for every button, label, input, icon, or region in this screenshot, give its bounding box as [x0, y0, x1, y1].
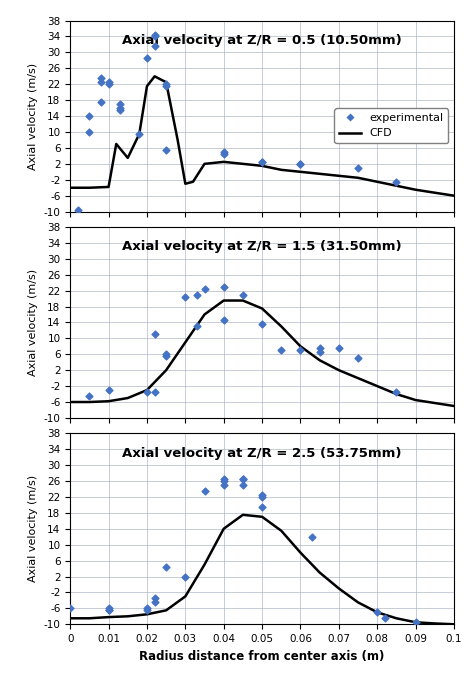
Y-axis label: Axial velocity (m/s): Axial velocity (m/s) [28, 475, 38, 582]
Point [258, 156, 266, 167]
Y-axis label: Axial velocity (m/s): Axial velocity (m/s) [28, 269, 38, 376]
Point [105, 385, 112, 396]
Point [151, 31, 158, 42]
Point [373, 607, 381, 618]
Point [86, 126, 93, 137]
Point [143, 53, 151, 64]
Point [220, 475, 227, 486]
Point [297, 158, 304, 169]
Point [393, 176, 400, 187]
Point [117, 105, 124, 116]
X-axis label: Radius distance from center axis (m): Radius distance from center axis (m) [139, 650, 385, 663]
Point [239, 289, 247, 300]
Y-axis label: Axial velocity (m/s): Axial velocity (m/s) [28, 62, 38, 169]
Point [335, 343, 343, 354]
Point [201, 283, 208, 294]
Text: Axial velocity at Z/R = 0.5 (10.50mm): Axial velocity at Z/R = 0.5 (10.50mm) [122, 34, 402, 47]
Point [162, 81, 170, 92]
Legend: experimental, CFD: experimental, CFD [334, 108, 448, 143]
Point [86, 110, 93, 121]
Point [105, 603, 112, 614]
Point [193, 289, 201, 300]
Point [258, 491, 266, 502]
Point [316, 347, 323, 358]
Point [143, 605, 151, 616]
Point [105, 77, 112, 88]
Point [117, 99, 124, 110]
Point [381, 613, 388, 624]
Point [151, 597, 158, 608]
Point [136, 128, 143, 139]
Point [97, 77, 105, 88]
Point [193, 321, 201, 332]
Point [74, 204, 81, 215]
Point [151, 329, 158, 340]
Point [151, 41, 158, 52]
Point [220, 480, 227, 490]
Point [239, 473, 247, 484]
Point [258, 489, 266, 500]
Point [143, 603, 151, 614]
Point [162, 145, 170, 156]
Point [220, 473, 227, 484]
Text: Axial velocity at Z/R = 1.5 (31.50mm): Axial velocity at Z/R = 1.5 (31.50mm) [122, 240, 402, 253]
Point [117, 103, 124, 114]
Point [220, 148, 227, 159]
Point [258, 156, 266, 167]
Text: Axial velocity at Z/R = 2.5 (53.75mm): Axial velocity at Z/R = 2.5 (53.75mm) [122, 447, 402, 460]
Point [143, 387, 151, 398]
Point [297, 345, 304, 356]
Point [316, 343, 323, 354]
Point [66, 603, 74, 614]
Point [97, 97, 105, 108]
Point [354, 353, 362, 364]
Point [412, 617, 419, 628]
Point [239, 480, 247, 490]
Point [162, 561, 170, 572]
Point [105, 79, 112, 90]
Point [297, 158, 304, 169]
Point [393, 387, 400, 398]
Point [151, 593, 158, 604]
Point [220, 315, 227, 326]
Point [162, 79, 170, 90]
Point [220, 281, 227, 292]
Point [162, 351, 170, 362]
Point [97, 73, 105, 84]
Point [182, 571, 189, 582]
Point [354, 163, 362, 174]
Point [201, 486, 208, 497]
Point [239, 473, 247, 484]
Point [278, 345, 285, 356]
Point [105, 605, 112, 616]
Point [151, 387, 158, 398]
Point [308, 531, 316, 542]
Point [162, 348, 170, 359]
Point [258, 501, 266, 512]
Point [151, 29, 158, 40]
Point [182, 291, 189, 302]
Point [105, 605, 112, 616]
Point [86, 390, 93, 401]
Point [220, 146, 227, 157]
Point [258, 319, 266, 330]
